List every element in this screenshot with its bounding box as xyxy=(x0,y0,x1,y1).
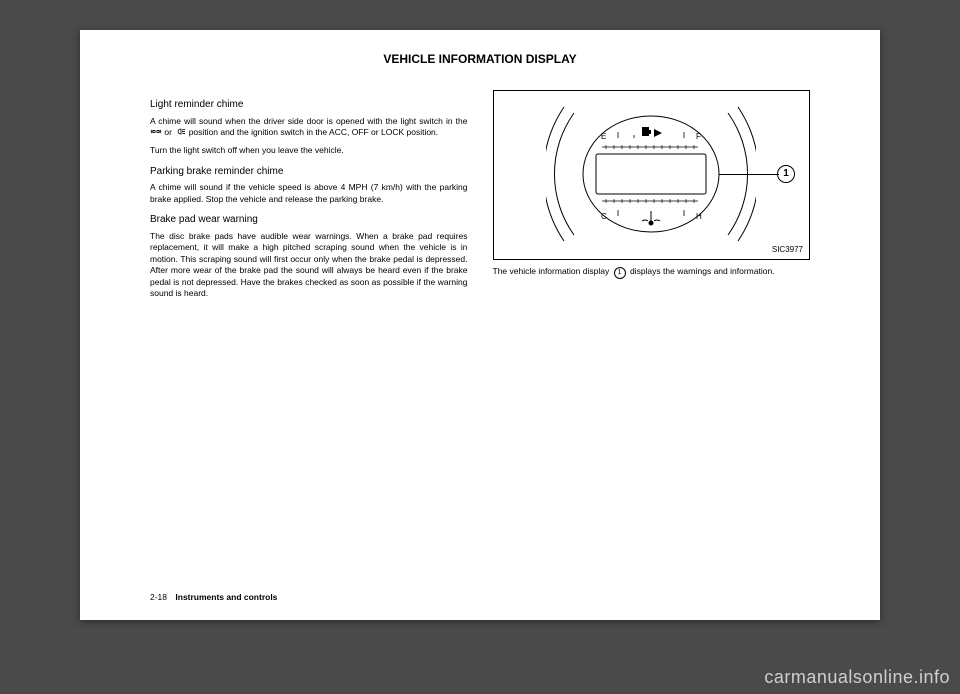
caption-text-b: displays the warnings and information. xyxy=(630,266,775,276)
gauge-figure: E F C H xyxy=(493,90,811,260)
gauge-e-label: E xyxy=(601,132,606,141)
tick-row-bottom xyxy=(602,199,698,203)
page-number: 2-18 xyxy=(150,592,167,602)
section-name: Instruments and controls xyxy=(175,592,277,602)
watermark-text: carmanualsonline.info xyxy=(764,667,950,688)
header-title: VEHICLE INFORMATION DISPLAY xyxy=(383,52,576,66)
temp-icon xyxy=(642,211,660,225)
para-light-reminder-2: Turn the light switch off when you leave… xyxy=(150,145,468,156)
para-parking-brake: A chime will sound if the vehicle speed … xyxy=(150,182,468,205)
subhead-light-reminder: Light reminder chime xyxy=(150,98,468,112)
para-light-reminder-1: A chime will sound when the driver side … xyxy=(150,116,468,139)
manual-page: VEHICLE INFORMATION DISPLAY Light remind… xyxy=(80,30,880,620)
parking-light-icon xyxy=(150,127,162,138)
callout-number: 1 xyxy=(777,165,795,183)
right-column: E F C H xyxy=(493,90,811,520)
caption-callout-ref: 1 xyxy=(614,267,626,279)
gauge-c-label: C xyxy=(601,212,607,221)
gauge-h-label: H xyxy=(696,212,702,221)
fuel-pump-icon xyxy=(642,127,662,137)
gauge-f-label: F xyxy=(696,132,701,141)
page-footer: 2-18 Instruments and controls xyxy=(150,592,277,602)
para-brake-pad: The disc brake pads have audible wear wa… xyxy=(150,231,468,300)
subhead-parking-brake: Parking brake reminder chime xyxy=(150,165,468,179)
page-header: VEHICLE INFORMATION DISPLAY xyxy=(80,52,880,66)
text-fragment: or xyxy=(164,127,172,137)
text-fragment: A chime will sound when the driver side … xyxy=(150,116,468,126)
caption-text-a: The vehicle information display xyxy=(493,266,610,276)
tick-row-top xyxy=(602,145,698,149)
figure-caption: The vehicle information display 1 displa… xyxy=(493,266,811,279)
figure-code: SIC3977 xyxy=(772,245,803,256)
callout-leader-line xyxy=(719,174,779,175)
text-fragment: position and the ignition switch in the … xyxy=(189,127,438,137)
subhead-brake-pad: Brake pad wear warning xyxy=(150,213,468,227)
headlight-icon xyxy=(174,127,186,138)
left-column: Light reminder chime A chime will sound … xyxy=(150,90,468,520)
two-column-layout: Light reminder chime A chime will sound … xyxy=(150,90,810,520)
